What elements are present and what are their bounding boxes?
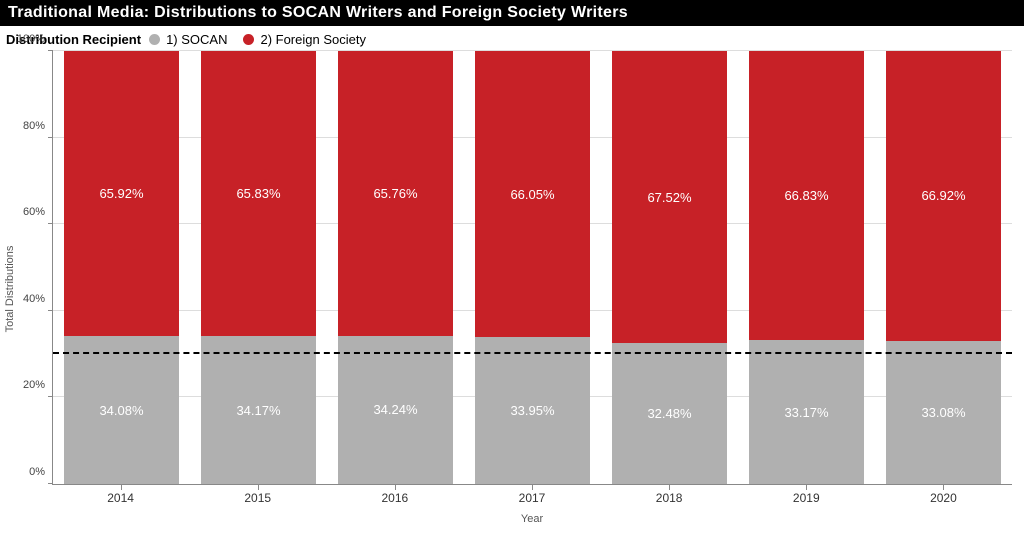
bar-segment-foreign: 65.76% (338, 51, 453, 336)
bar-segment-foreign: 65.92% (64, 51, 179, 336)
bar-segment-socan: 32.48% (612, 343, 727, 484)
bar-segment-foreign: 65.83% (201, 51, 316, 336)
bar-segment-socan: 33.17% (749, 340, 864, 484)
bar-stack: 67.52%32.48% (612, 51, 727, 484)
x-tick-label: 2015 (189, 491, 326, 505)
legend-dot-foreign (243, 34, 254, 45)
bar-stack: 66.83%33.17% (749, 51, 864, 484)
bar-slot: 67.52%32.48% (601, 51, 738, 484)
x-tick-mark (943, 485, 944, 490)
bar-slot: 65.76%34.24% (327, 51, 464, 484)
x-tick-label: 2017 (463, 491, 600, 505)
x-tick-mark (258, 485, 259, 490)
x-tick-label: 2016 (326, 491, 463, 505)
bar-stack: 65.83%34.17% (201, 51, 316, 484)
legend-label-socan: 1) SOCAN (166, 32, 227, 47)
legend: Distribution Recipient 1) SOCAN 2) Forei… (0, 26, 1024, 51)
x-tick-label: 2019 (738, 491, 875, 505)
bar-segment-foreign: 66.05% (475, 51, 590, 337)
y-axis-label: Total Distributions (4, 246, 16, 333)
x-axis-label: Year (52, 513, 1012, 525)
plot-region: 0%20%40%60%80%100%65.92%34.08%65.83%34.1… (52, 51, 1012, 485)
x-tick-mark (395, 485, 396, 490)
y-tick-label: 40% (23, 293, 45, 305)
x-tick-mark (806, 485, 807, 490)
x-axis-ticks: 2014201520162017201820192020 (52, 491, 1012, 505)
bar-segment-socan: 34.24% (338, 336, 453, 484)
x-tick-label: 2018 (601, 491, 738, 505)
bar-segment-socan: 34.08% (64, 336, 179, 484)
bar-slot: 65.92%34.08% (53, 51, 190, 484)
bar-segment-socan: 33.08% (886, 341, 1001, 484)
bar-stack: 66.92%33.08% (886, 51, 1001, 484)
y-tick-label: 80% (23, 120, 45, 132)
bar-slot: 66.83%33.17% (738, 51, 875, 484)
y-tick-label: 20% (23, 379, 45, 391)
bar-segment-socan: 33.95% (475, 337, 590, 484)
bar-segment-foreign: 66.92% (886, 51, 1001, 341)
bar-stack: 65.92%34.08% (64, 51, 179, 484)
bar-slot: 66.05%33.95% (464, 51, 601, 484)
bar-slot: 66.92%33.08% (875, 51, 1012, 484)
legend-dot-socan (149, 34, 160, 45)
chart-area: Total Distributions 0%20%40%60%80%100%65… (52, 51, 1012, 527)
bar-segment-foreign: 66.83% (749, 51, 864, 340)
bar-stack: 66.05%33.95% (475, 51, 590, 484)
x-tick-label: 2020 (875, 491, 1012, 505)
y-tick-label: 60% (23, 206, 45, 218)
y-tick-label: 100% (17, 33, 45, 45)
bar-stack: 65.76%34.24% (338, 51, 453, 484)
chart-title: Traditional Media: Distributions to SOCA… (8, 4, 628, 21)
chart-title-bar: Traditional Media: Distributions to SOCA… (0, 0, 1024, 26)
x-tick-mark (121, 485, 122, 490)
bar-slot: 65.83%34.17% (190, 51, 327, 484)
reference-line (53, 352, 1012, 354)
bars-container: 65.92%34.08%65.83%34.17%65.76%34.24%66.0… (53, 51, 1012, 484)
legend-label-foreign: 2) Foreign Society (260, 32, 366, 47)
x-tick-label: 2014 (52, 491, 189, 505)
y-tick-label: 0% (29, 466, 45, 478)
bar-segment-foreign: 67.52% (612, 51, 727, 343)
x-tick-mark (532, 485, 533, 490)
x-tick-mark (669, 485, 670, 490)
bar-segment-socan: 34.17% (201, 336, 316, 484)
